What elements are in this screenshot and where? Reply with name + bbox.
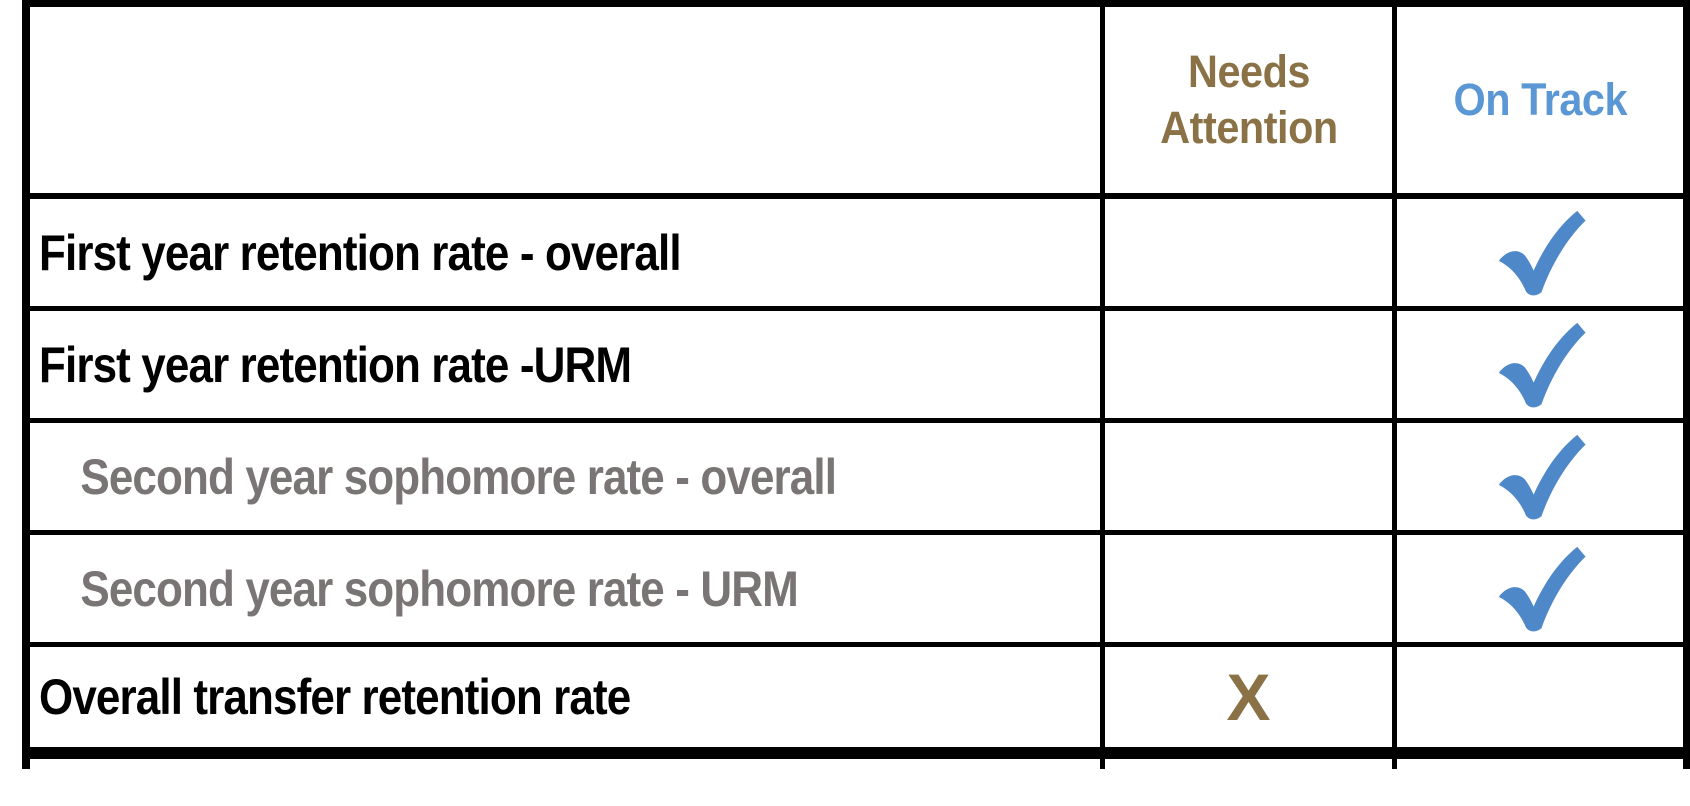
cut-off-row-border-stub [22,759,30,769]
header-on-track-cell: On Track [1397,7,1683,193]
metric-label-cell: Second year sophomore rate - URM [30,535,1105,642]
metric-label: First year retention rate -URM [39,336,632,393]
on-track-cell [1397,199,1683,306]
table-row: Second year sophomore rate - overall [30,423,1683,535]
metric-label-cell: Second year sophomore rate - overall [30,423,1105,530]
on-track-cell [1397,647,1683,747]
needs-attention-cell: X [1105,647,1397,747]
metric-label: First year retention rate - overall [39,224,682,281]
header-needs-attention-cell: Needs Attention [1105,7,1397,193]
metric-label-cell: Overall transfer retention rate [30,647,1105,747]
metric-label: Second year sophomore rate - overall [80,448,837,505]
table-row: Overall transfer retention rate X [30,647,1683,747]
cut-off-row-border-stub [1683,759,1690,769]
on-track-cell [1397,311,1683,418]
retention-status-table: Needs Attention On Track First year rete… [22,0,1690,759]
check-icon [1491,427,1589,527]
table-row: First year retention rate -URM [30,311,1683,423]
needs-attention-cell [1105,423,1397,530]
check-icon [1491,203,1589,303]
metric-label: Second year sophomore rate - URM [80,560,798,617]
metric-label-cell: First year retention rate -URM [30,311,1105,418]
metric-label-cell: First year retention rate - overall [30,199,1105,306]
cut-off-row-border-stub [1392,759,1397,769]
on-track-cell [1397,423,1683,530]
needs-attention-cell [1105,311,1397,418]
table-row: Second year sophomore rate - URM [30,535,1683,647]
check-icon [1491,539,1589,639]
header-empty-cell [30,7,1105,193]
table-row: First year retention rate - overall [30,199,1683,311]
x-mark-icon: X [1226,660,1271,734]
needs-attention-cell [1105,199,1397,306]
header-row: Needs Attention On Track [30,7,1683,199]
needs-attention-header-label: Needs Attention [1159,45,1338,153]
on-track-cell [1397,535,1683,642]
on-track-header-label: On Track [1453,73,1627,125]
check-icon [1491,315,1589,415]
metric-label: Overall transfer retention rate [39,669,631,725]
cut-off-row-border-stub [1100,759,1105,769]
needs-attention-cell [1105,535,1397,642]
